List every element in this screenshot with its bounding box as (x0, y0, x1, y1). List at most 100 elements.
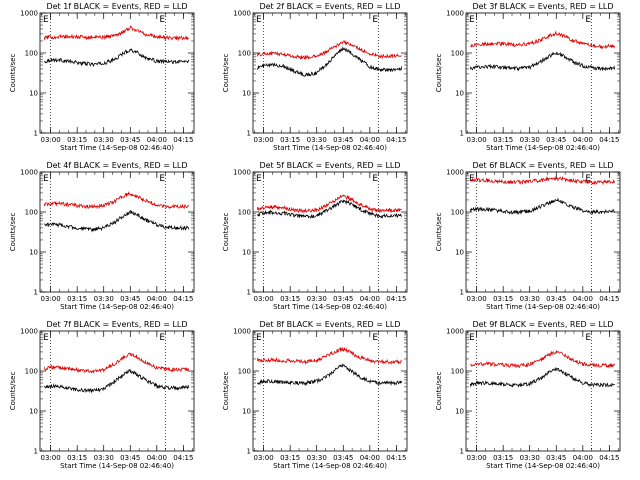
events-trace (469, 367, 615, 388)
x-tick-label: 03:15 (67, 295, 87, 303)
x-tick-label: 03:15 (493, 136, 513, 144)
detector-panel-6: Det 6f BLACK = Events, RED = LLD 1 10 100 10… (435, 161, 621, 311)
lld-trace (470, 175, 616, 186)
x-tick-label: 04:15 (599, 454, 619, 462)
panel-title: Det 6f BLACK = Events, RED = LLD (472, 161, 613, 170)
x-tick-label: 03:00 (41, 136, 61, 144)
x-tick-label: 04:15 (599, 295, 619, 303)
x-axis-label: Start Time (14-Sep-08 02:46:40) (273, 462, 387, 470)
x-axis-label: Start Time (14-Sep-08 02:46:40) (60, 303, 174, 311)
events-trace (256, 363, 403, 387)
event-marker-label: E (469, 174, 475, 184)
detector-panel-1: Det 1f BLACK = Events, RED = LLD 1 10 100 10… (9, 2, 195, 152)
y-tick-label: 100 (25, 209, 38, 217)
x-tick-label: 04:15 (386, 454, 406, 462)
events-trace (256, 199, 403, 219)
y-tick-label: 100 (238, 368, 251, 376)
detector-panel-3: Det 3f BLACK = Events, RED = LLD 1 10 100 10… (435, 2, 621, 152)
plot-frame (252, 12, 408, 134)
x-tick-label: 03:00 (254, 136, 274, 144)
x-tick-label: 03:45 (333, 295, 353, 303)
y-axis-label: Counts/sec (222, 54, 230, 93)
lld-trace (43, 25, 189, 42)
x-tick-label: 03:45 (120, 295, 140, 303)
y-tick-label: 10 (242, 249, 251, 257)
y-tick-label: 100 (238, 50, 251, 58)
x-tick-label: 04:00 (573, 454, 593, 462)
panel-title: Det 5f BLACK = Events, RED = LLD (259, 161, 400, 170)
lld-trace (256, 39, 402, 60)
y-tick-label: 1000 (446, 328, 464, 336)
event-marker-label: E (43, 15, 49, 25)
y-tick-label: 1 (247, 448, 251, 456)
y-tick-label: 1000 (20, 10, 38, 18)
event-marker-label: E (372, 333, 378, 343)
panel-title: Det 8f BLACK = Events, RED = LLD (259, 320, 400, 329)
detector-panel-4: Det 4f BLACK = Events, RED = LLD 1 10 100 10… (9, 161, 195, 311)
x-tick-label: 03:30 (307, 295, 327, 303)
y-tick-label: 1 (460, 289, 464, 297)
panel-title: Det 2f BLACK = Events, RED = LLD (259, 2, 400, 11)
y-tick-label: 100 (451, 50, 464, 58)
lld-trace (470, 349, 616, 369)
x-tick-label: 03:00 (467, 136, 487, 144)
event-marker-label: E (256, 174, 262, 184)
x-axis-label: Start Time (14-Sep-08 02:46:40) (60, 144, 174, 152)
y-axis-label: Counts/sec (435, 54, 443, 93)
x-tick-label: 04:00 (360, 454, 380, 462)
events-trace (44, 48, 190, 67)
lld-trace (43, 352, 190, 374)
y-tick-label: 1 (34, 448, 38, 456)
event-marker-label: E (585, 15, 591, 25)
detector-panel-8: Det 8f BLACK = Events, RED = LLD 1 10 100 10… (222, 320, 408, 470)
x-tick-label: 03:15 (493, 454, 513, 462)
x-tick-label: 04:15 (173, 454, 193, 462)
x-tick-label: 04:00 (573, 136, 593, 144)
event-marker-label: E (469, 15, 475, 25)
event-marker-label: E (43, 333, 49, 343)
x-tick-label: 03:30 (307, 454, 327, 462)
plot-frame (465, 12, 621, 134)
y-tick-label: 1 (34, 289, 38, 297)
y-tick-label: 1 (34, 130, 38, 138)
event-marker-label: E (585, 333, 591, 343)
lld-trace (256, 194, 402, 214)
x-tick-label: 04:15 (386, 295, 406, 303)
x-tick-label: 03:45 (120, 136, 140, 144)
x-axis-label: Start Time (14-Sep-08 02:46:40) (486, 303, 600, 311)
y-tick-label: 10 (242, 90, 251, 98)
lld-trace (470, 30, 616, 50)
events-trace (469, 51, 616, 72)
detector-panel-9: Det 9f BLACK = Events, RED = LLD 1 10 100 10… (435, 320, 621, 470)
y-axis-label: Counts/sec (435, 372, 443, 411)
y-tick-label: 100 (451, 209, 464, 217)
y-tick-label: 10 (242, 408, 251, 416)
y-tick-label: 1000 (233, 169, 251, 177)
x-tick-label: 04:15 (173, 295, 193, 303)
y-axis-label: Counts/sec (222, 372, 230, 411)
x-tick-label: 04:00 (147, 295, 167, 303)
x-tick-label: 03:45 (333, 454, 353, 462)
x-tick-label: 03:45 (333, 136, 353, 144)
y-tick-label: 10 (29, 249, 38, 257)
y-tick-label: 1 (247, 289, 251, 297)
y-tick-label: 10 (29, 90, 38, 98)
events-trace (256, 46, 403, 77)
plot-frame (465, 330, 621, 452)
y-axis-label: Counts/sec (9, 213, 17, 252)
event-marker-label: E (585, 174, 591, 184)
x-tick-label: 03:30 (94, 295, 114, 303)
x-tick-label: 03:00 (467, 454, 487, 462)
lld-trace (256, 346, 402, 366)
events-trace (469, 197, 615, 215)
x-tick-label: 04:15 (173, 136, 193, 144)
y-tick-label: 10 (455, 90, 464, 98)
x-tick-label: 03:45 (546, 295, 566, 303)
y-tick-label: 1 (460, 130, 464, 138)
y-axis-label: Counts/sec (9, 54, 17, 93)
y-tick-label: 1000 (233, 328, 251, 336)
x-tick-label: 04:00 (360, 136, 380, 144)
x-tick-label: 03:00 (41, 295, 61, 303)
plot-frame (252, 171, 408, 293)
